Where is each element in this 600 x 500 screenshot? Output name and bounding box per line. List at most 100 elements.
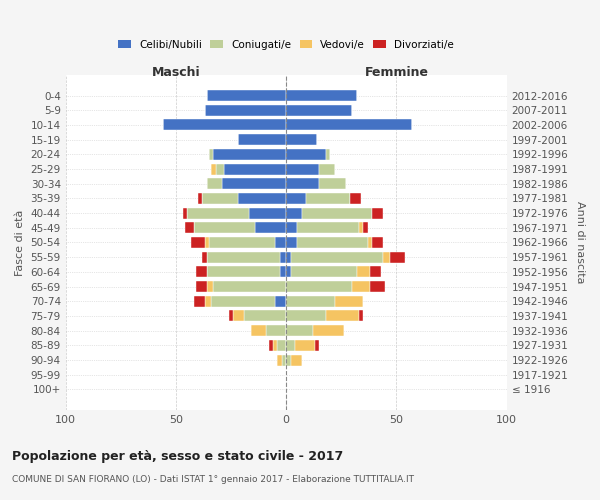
Bar — [196, 266, 207, 278]
Bar — [249, 208, 286, 218]
Bar — [275, 237, 286, 248]
Bar — [350, 193, 361, 204]
Bar — [215, 164, 224, 174]
Bar — [370, 281, 385, 292]
Legend: Celibi/Nubili, Coniugati/e, Vedovi/e, Divorziati/e: Celibi/Nubili, Coniugati/e, Vedovi/e, Di… — [115, 36, 457, 52]
Bar — [297, 222, 359, 234]
Bar — [207, 266, 280, 278]
Bar — [319, 178, 346, 189]
Bar — [326, 310, 359, 322]
Bar — [205, 296, 211, 307]
Bar — [286, 281, 352, 292]
Bar — [224, 164, 286, 174]
Bar — [277, 340, 286, 351]
Bar — [198, 193, 202, 204]
Bar — [286, 178, 319, 189]
Bar — [286, 193, 306, 204]
Bar — [390, 252, 405, 262]
Bar — [256, 222, 286, 234]
Bar — [275, 296, 286, 307]
Bar — [209, 149, 214, 160]
Bar — [286, 354, 290, 366]
Bar — [315, 340, 319, 351]
Bar — [319, 164, 335, 174]
Bar — [286, 325, 313, 336]
Bar — [238, 193, 286, 204]
Bar — [280, 266, 286, 278]
Bar — [372, 208, 383, 218]
Text: Popolazione per età, sesso e stato civile - 2017: Popolazione per età, sesso e stato civil… — [12, 450, 343, 463]
Bar — [205, 105, 286, 116]
Bar — [269, 340, 273, 351]
Bar — [233, 310, 244, 322]
Bar — [207, 178, 222, 189]
Bar — [209, 237, 275, 248]
Bar — [251, 325, 266, 336]
Bar — [352, 281, 370, 292]
Bar — [297, 237, 368, 248]
Text: COMUNE DI SAN FIORANO (LO) - Dati ISTAT 1° gennaio 2017 - Elaborazione TUTTITALI: COMUNE DI SAN FIORANO (LO) - Dati ISTAT … — [12, 475, 414, 484]
Bar — [286, 120, 412, 130]
Bar — [295, 340, 315, 351]
Bar — [185, 222, 194, 234]
Bar — [368, 237, 372, 248]
Bar — [214, 281, 286, 292]
Bar — [202, 252, 207, 262]
Bar — [211, 296, 275, 307]
Bar — [286, 296, 335, 307]
Bar — [286, 208, 302, 218]
Y-axis label: Fasce di età: Fasce di età — [15, 210, 25, 276]
Bar — [196, 281, 207, 292]
Bar — [286, 222, 297, 234]
Text: Femmine: Femmine — [364, 66, 428, 80]
Bar — [326, 149, 331, 160]
Bar — [286, 134, 317, 145]
Bar — [207, 281, 214, 292]
Bar — [266, 325, 286, 336]
Bar — [222, 178, 286, 189]
Bar — [372, 237, 383, 248]
Bar — [286, 340, 295, 351]
Bar — [359, 310, 364, 322]
Bar — [370, 266, 381, 278]
Bar — [359, 222, 364, 234]
Bar — [383, 252, 390, 262]
Bar — [194, 296, 205, 307]
Text: Maschi: Maschi — [152, 66, 200, 80]
Bar — [211, 164, 215, 174]
Bar — [302, 208, 372, 218]
Bar — [273, 340, 277, 351]
Bar — [306, 193, 350, 204]
Y-axis label: Anni di nascita: Anni di nascita — [575, 201, 585, 283]
Bar — [286, 105, 352, 116]
Bar — [286, 90, 357, 101]
Bar — [214, 149, 286, 160]
Bar — [364, 222, 368, 234]
Bar — [194, 222, 256, 234]
Bar — [286, 237, 297, 248]
Bar — [286, 149, 326, 160]
Bar — [290, 266, 357, 278]
Bar — [280, 252, 286, 262]
Bar — [290, 354, 302, 366]
Bar — [202, 193, 238, 204]
Bar — [207, 252, 280, 262]
Bar — [286, 310, 326, 322]
Bar — [286, 164, 319, 174]
Bar — [290, 252, 383, 262]
Bar — [163, 120, 286, 130]
Bar — [191, 237, 205, 248]
Bar — [335, 296, 364, 307]
Bar — [229, 310, 233, 322]
Bar — [313, 325, 344, 336]
Bar — [182, 208, 187, 218]
Bar — [205, 237, 209, 248]
Bar — [286, 252, 290, 262]
Bar — [357, 266, 370, 278]
Bar — [238, 134, 286, 145]
Bar — [187, 208, 249, 218]
Bar — [207, 90, 286, 101]
Bar — [244, 310, 286, 322]
Bar — [282, 354, 286, 366]
Bar — [286, 266, 290, 278]
